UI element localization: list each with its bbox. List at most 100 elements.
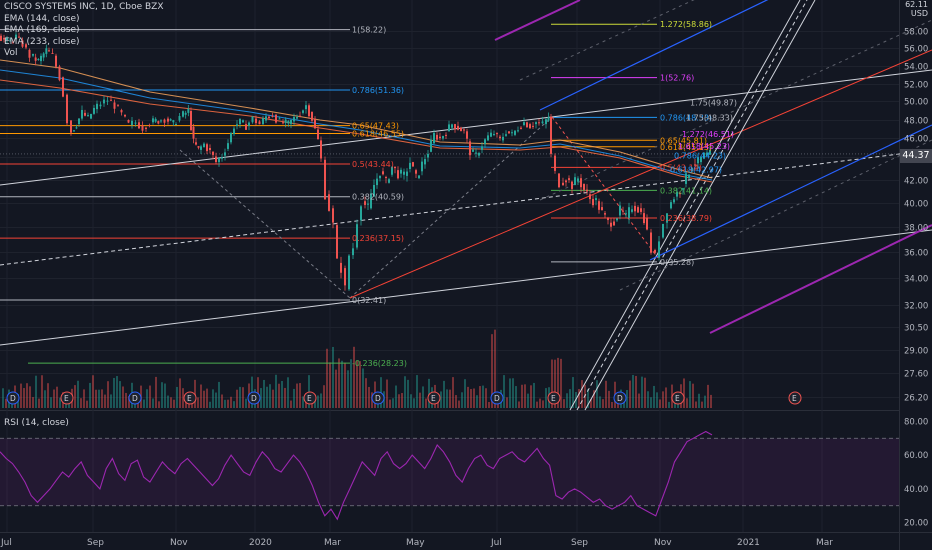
volume-bar (467, 386, 469, 408)
volume-bar (314, 396, 316, 408)
candle-body (157, 121, 160, 124)
volume-bar (686, 398, 688, 408)
volume-bar (527, 393, 529, 408)
time-axis[interactable]: Jul Sep Nov 2020 Mar May Jul Sep Nov 2021 Mar (0, 538, 833, 548)
candle-body (167, 118, 169, 122)
volume-bar (506, 397, 508, 408)
legend-volume[interactable]: Vol (4, 48, 18, 58)
volume-bar (602, 399, 604, 408)
trend-line (649, 124, 932, 261)
candle-body (148, 125, 151, 126)
top-price-label: 62.11 (905, 0, 928, 9)
volume-bar (98, 389, 100, 408)
candle-body (568, 178, 570, 180)
event-marker (547, 391, 561, 405)
volume-bar (341, 360, 343, 408)
time-tick: Jul (490, 538, 502, 548)
candle-body (571, 181, 573, 189)
candle-body (302, 110, 304, 113)
candle-body (227, 143, 229, 149)
candle-body (87, 115, 89, 117)
candle-body (673, 199, 675, 203)
candle-body (496, 133, 498, 135)
candle-body (478, 152, 480, 156)
fib-label-left: 0.786(51.36) (352, 86, 404, 95)
volume-bar (278, 383, 280, 408)
volume-bar (197, 397, 199, 408)
volume-bar (359, 361, 361, 408)
volume-bar (689, 381, 691, 408)
volume-bar (476, 395, 478, 408)
candle-body (670, 202, 672, 209)
volume-bar (176, 386, 178, 408)
candle-body (184, 112, 187, 115)
time-tick: Sep (571, 538, 588, 548)
volume-bar (545, 388, 547, 408)
legend-ema-169[interactable]: EMA (169, close) (4, 25, 80, 35)
volume-bar (659, 399, 661, 408)
candle-body (538, 122, 540, 124)
legend-ema-144[interactable]: EMA (144, close) (4, 13, 80, 24)
volume-bar (206, 388, 208, 408)
volume-bar (407, 379, 409, 408)
candle-body (258, 121, 261, 125)
candle-body (0, 35, 2, 41)
candle-body (460, 127, 462, 132)
volume-bar (122, 386, 124, 408)
candle-body (124, 114, 126, 117)
volume-bar (410, 394, 412, 408)
volume-bar (362, 368, 364, 408)
volume-bar (542, 400, 544, 408)
candle-body (308, 105, 310, 117)
candle-body (195, 142, 197, 145)
trend-line (539, 19, 932, 201)
volume-bar (464, 379, 466, 408)
volume-bar (524, 384, 526, 408)
fib-label-right: 0.65(45.81) (660, 136, 707, 145)
candle-body (418, 175, 420, 179)
volume-bar (638, 393, 640, 408)
price-tick: 50.00 (904, 98, 928, 108)
fib-label-left: -0.236(28.23) (352, 359, 407, 368)
candle-body (40, 55, 42, 62)
candle-body (131, 120, 133, 125)
candle-body (535, 122, 537, 125)
volume-bar (296, 383, 298, 408)
candle-body (70, 120, 72, 133)
volume-bar (179, 378, 181, 408)
volume-bar (596, 380, 598, 408)
trend-line (179, 149, 351, 299)
candle-body (679, 193, 681, 195)
volume-bar (566, 393, 568, 408)
candle-body (293, 117, 295, 122)
candle-body (154, 118, 157, 122)
candle-body (12, 41, 14, 43)
candle-body (666, 213, 668, 223)
candle-body (282, 122, 284, 124)
candle-body (676, 191, 678, 197)
price-axis[interactable]: 58.0056.0054.0052.0050.0048.0046.0044.00… (904, 28, 928, 529)
candle-body (212, 151, 214, 155)
time-tick: Sep (87, 538, 104, 548)
volume-bar (329, 362, 331, 408)
rsi-title[interactable]: RSI (14, close) (4, 418, 69, 428)
candle-body (271, 115, 274, 117)
candle-body (55, 55, 57, 67)
volume-bar (212, 389, 214, 408)
trend-line (0, 69, 932, 186)
candle-body (332, 208, 334, 223)
candle-body (99, 104, 102, 107)
candle-body (203, 143, 205, 148)
candle-body (73, 130, 75, 132)
candle-body (436, 134, 438, 140)
trend-line (619, 139, 932, 291)
fib-label-right: 0(35.28) (660, 258, 694, 267)
candle-body (336, 225, 338, 259)
event-marker (671, 391, 685, 405)
volume-bar (23, 388, 25, 408)
legend-ema-233[interactable]: EMA (233, close) (4, 36, 80, 47)
volume-bar (32, 397, 34, 408)
candle-body (287, 120, 290, 124)
